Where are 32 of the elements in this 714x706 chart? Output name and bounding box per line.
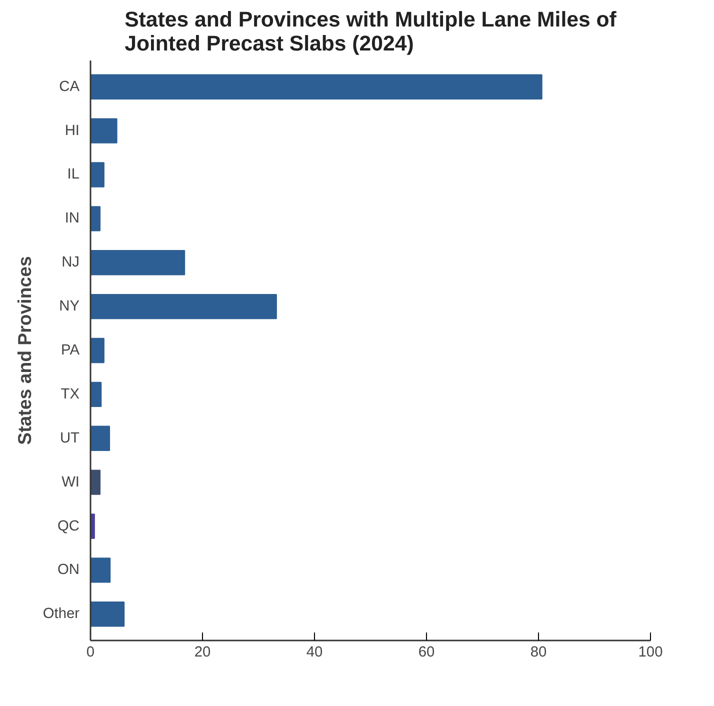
bar [90, 250, 186, 276]
y-tick-label: PA [61, 342, 80, 358]
y-axis-title: States and Provinces [14, 256, 35, 445]
x-tick-label: 0 [86, 644, 95, 660]
bar [90, 294, 277, 320]
bar [90, 602, 125, 627]
y-tick-label: WI [62, 474, 80, 490]
bar [90, 206, 101, 232]
bar [90, 338, 104, 364]
y-tick-label: QC [58, 518, 80, 534]
chart-title: States and Provinces with Multiple Lane Miles of Jointed Precast Slabs (2024) [124, 8, 618, 56]
bar [90, 162, 104, 188]
bar [90, 426, 110, 451]
y-tick-label: Other [42, 606, 80, 622]
y-tick-label: NJ [62, 254, 80, 271]
x-tick-label: 100 [638, 644, 663, 660]
x-tick-label: 80 [530, 644, 547, 660]
y-tick-label: IL [67, 166, 80, 183]
x-tick-label: 60 [418, 644, 435, 660]
bar [90, 470, 101, 495]
bar [90, 74, 542, 100]
bar [90, 118, 118, 144]
y-tick-label: TX [60, 386, 80, 402]
x-tick-label: 20 [194, 644, 211, 660]
y-tick-label: IN [64, 210, 80, 227]
y-tick-label: HI [64, 122, 80, 139]
x-tick-label: 40 [306, 644, 323, 660]
y-tick-label: ON [58, 562, 80, 578]
y-tick-label: UT [60, 430, 80, 446]
bar [90, 558, 111, 583]
y-tick-label: CA [59, 78, 80, 95]
y-tick-label: NY [59, 298, 80, 315]
